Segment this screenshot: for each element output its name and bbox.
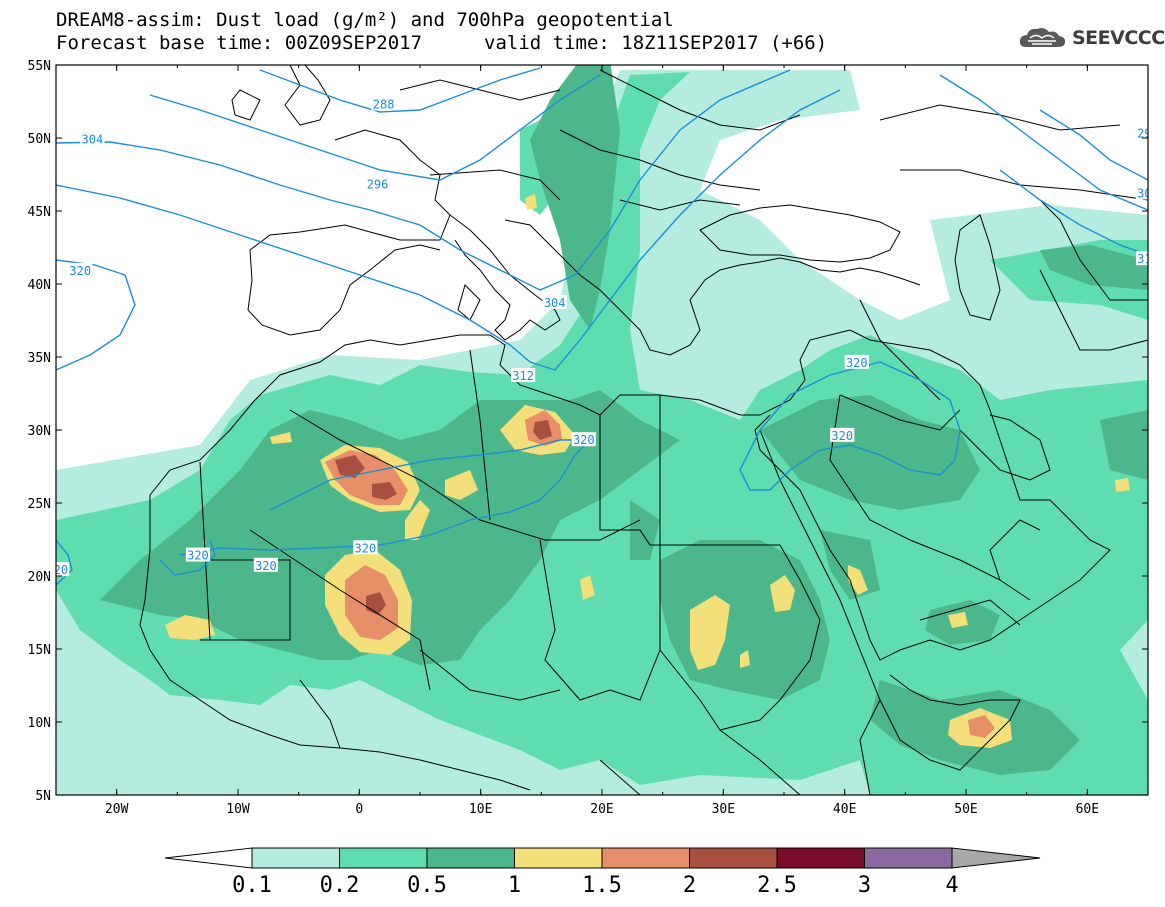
colorbar-label: 1	[508, 873, 521, 898]
contour-label-bg	[80, 131, 105, 146]
lat-tick-label: 55N	[28, 59, 51, 74]
colorbar-box	[776, 847, 865, 869]
contour-label-bg	[253, 557, 279, 572]
contour-label-bg	[68, 262, 93, 277]
lat-tick-label: 20N	[28, 570, 51, 585]
contour-label-bg	[542, 294, 567, 309]
colorbar-label: 0.1	[232, 873, 272, 898]
lat-tick-label: 35N	[28, 351, 51, 366]
lat-tick-label: 15N	[28, 643, 51, 658]
cloud-logo-icon	[1019, 28, 1066, 47]
contour-label-bg	[353, 540, 378, 555]
lat-tick-label: 50N	[28, 132, 51, 147]
colorbar-label: 2.5	[757, 873, 797, 898]
lat-tick-label: 10N	[28, 716, 51, 731]
logo-text: SEEVCCC	[1072, 27, 1165, 49]
contour-label: 312	[512, 369, 534, 383]
contour-label-bg	[1135, 251, 1148, 266]
contour-label: 30	[1137, 186, 1151, 200]
lat-tick-label: 45N	[28, 205, 51, 220]
contour-label: 320	[355, 541, 377, 555]
lat-tick-label: 40N	[28, 278, 51, 293]
latitude-axis: 55N 50N 45N 40N 35N 30N 25N 20N 15N 10N 5N	[28, 59, 1148, 804]
lon-tick-label: 50E	[954, 802, 977, 817]
colorbar-box	[514, 847, 603, 869]
contour-label: 288	[373, 97, 395, 111]
contour-label-bg	[371, 96, 396, 111]
contour-label: 304	[82, 132, 104, 146]
contour-label-bg	[1135, 125, 1148, 140]
colorbar-left-extension	[164, 847, 253, 869]
contour-label-bg	[56, 562, 70, 577]
forecast-base-time: Forecast base time: 00Z09SEP2017	[56, 32, 423, 54]
lon-tick-label: 40E	[833, 802, 856, 817]
longitude-axis: 20W 10W 0 10E 20E 30E 40E 50E 60E	[55, 65, 1149, 817]
map-title: DREAM8-assim: Dust load (g/m²) and 700hP…	[56, 9, 674, 31]
contour-label: 31	[1137, 252, 1151, 266]
contour-label-bg	[844, 354, 869, 369]
colorbar-label: 1.5	[582, 873, 622, 898]
contour-label-bg	[830, 427, 855, 442]
colorbar-box	[601, 847, 690, 869]
colorbar-label: 0.5	[407, 873, 447, 898]
colorbar-label: 3	[858, 873, 871, 898]
colorbar-label: 4	[945, 873, 958, 898]
colorbar: 0.1 0.2 0.5 1 1.5 2 2.5 3 4	[164, 847, 1041, 898]
colorbar-label: 0.2	[320, 873, 360, 898]
lon-tick-label: 60E	[1076, 802, 1099, 817]
contour-label: 320	[187, 549, 209, 563]
seevccc-logo: SEEVCCC	[1018, 25, 1165, 51]
contour-label: 20	[54, 563, 68, 577]
contour-labels: 288 304 296 320 304 312 320 320 320 320 320 320 20 29…	[54, 96, 1151, 577]
lat-tick-label: 30N	[28, 424, 51, 439]
lon-tick-label: 20E	[590, 802, 613, 817]
contour-label-bg	[365, 176, 390, 191]
map-plot-area: 288 304 296 320 304 312 320 320 320 320 320 320 20 29…	[54, 65, 1151, 795]
contour-label-bg	[185, 547, 211, 562]
lon-tick-label: 10E	[469, 802, 492, 817]
colorbar-box	[251, 847, 340, 869]
coastlines-borders	[139, 65, 1148, 795]
contour-label: 29	[1137, 127, 1151, 141]
contour-label: 304	[544, 296, 566, 310]
colorbar-box	[426, 847, 515, 869]
colorbar-label: 2	[683, 873, 696, 898]
colorbar-box	[339, 847, 428, 869]
colorbar-box	[864, 847, 953, 869]
contour-label-bg	[571, 432, 596, 447]
lon-tick-label: 0	[355, 802, 363, 817]
contour-label: 320	[573, 433, 595, 447]
colorbar-box	[689, 847, 778, 869]
lon-tick-label: 10W	[226, 802, 250, 817]
contour-label: 320	[831, 429, 853, 443]
lat-tick-label: 25N	[28, 497, 51, 512]
valid-time: valid time: 18Z11SEP2017 (+66)	[484, 32, 828, 54]
contour-label: 320	[69, 264, 91, 278]
contour-label: 320	[255, 559, 277, 573]
lon-tick-label: 20W	[105, 802, 129, 817]
contour-label: 320	[846, 356, 868, 370]
lat-tick-label: 5N	[35, 789, 51, 804]
dust-level-0.5	[100, 65, 1148, 775]
contour-label-bg	[1135, 185, 1148, 200]
geopotential-contours	[56, 67, 1148, 586]
contour-label: 296	[367, 178, 389, 192]
lon-tick-label: 30E	[712, 802, 735, 817]
contour-label-bg	[511, 367, 536, 382]
colorbar-right-extension	[951, 847, 1041, 869]
